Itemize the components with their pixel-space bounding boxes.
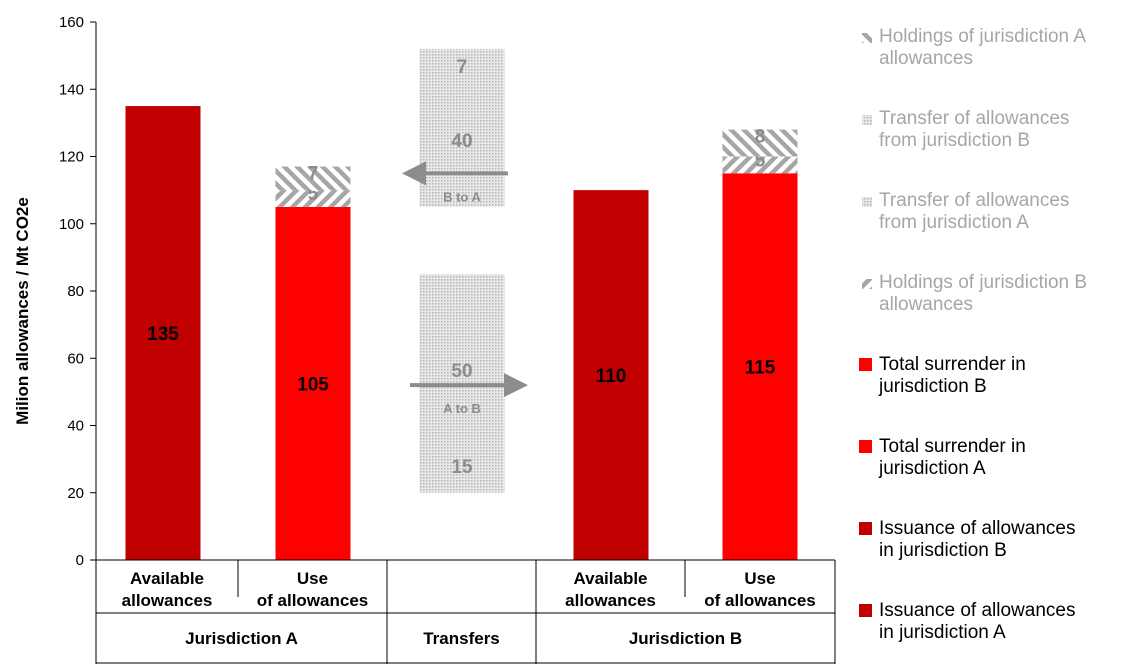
category-label: allowances (565, 591, 656, 610)
legend-label: Total surrender in (879, 436, 1026, 457)
legend-label: from jurisdiction B (879, 130, 1030, 151)
data-label: 40 (451, 131, 472, 152)
y-tick-label: 60 (67, 350, 84, 367)
transfer-block (419, 48, 505, 207)
category-label: Available (130, 569, 204, 588)
category-label: of allowances (704, 591, 815, 610)
data-label: 8 (755, 127, 766, 148)
legend-swatch (859, 604, 872, 617)
bar-segment (125, 106, 201, 560)
group-label: Jurisdiction B (629, 629, 742, 648)
legend-label: in jurisdiction B (879, 540, 1007, 561)
bar-segment (275, 190, 351, 207)
legend-label: Transfer of allowances (879, 108, 1069, 129)
legend-label: Total surrender in (879, 354, 1026, 375)
y-tick-label: 0 (76, 552, 84, 569)
y-tick-label: 160 (59, 14, 84, 31)
legend-label: Issuance of allowances (879, 600, 1075, 621)
legend-label: Issuance of allowances (879, 518, 1075, 539)
y-tick-label: 100 (59, 216, 84, 233)
group-label: Jurisdiction A (185, 629, 298, 648)
data-label: 105 (297, 374, 329, 395)
arrow-label: A to B (443, 401, 481, 416)
category-label: of allowances (257, 591, 368, 610)
legend-swatch (862, 197, 872, 207)
category-label: allowances (122, 591, 213, 610)
data-label: 15 (451, 457, 473, 478)
data-label: 135 (147, 324, 179, 345)
legend-label: jurisdiction B (878, 376, 987, 397)
legend-label: Transfer of allowances (879, 190, 1069, 211)
y-axis-title: Milion allowances / Mt CO2e (13, 197, 32, 425)
data-label: 7 (457, 57, 468, 78)
data-label: 50 (451, 361, 472, 382)
category-label: Use (297, 569, 328, 588)
bar-segment (275, 206, 351, 560)
data-label: 115 (745, 358, 776, 379)
group-label: Transfers (423, 629, 500, 648)
legend-label: jurisdiction A (878, 458, 986, 479)
legend-swatch (859, 522, 872, 535)
legend-label: allowances (879, 294, 973, 315)
data-label: 110 (596, 366, 627, 387)
y-tick-label: 140 (59, 81, 84, 98)
data-label: 5 (308, 184, 319, 205)
bar-segment (722, 173, 798, 560)
legend-label: allowances (879, 48, 973, 69)
data-label: 5 (755, 151, 766, 172)
bar-segment (722, 129, 798, 157)
category-label: Use (744, 569, 775, 588)
legend-swatch (862, 279, 872, 289)
legend-swatch (859, 440, 872, 453)
y-tick-label: 80 (67, 283, 84, 300)
legend-swatch (859, 358, 872, 371)
category-label: Available (573, 569, 647, 588)
arrow-label: B to A (443, 189, 481, 204)
legend-label: in jurisdiction A (879, 622, 1006, 643)
y-tick-label: 40 (67, 418, 84, 435)
legend-swatch (862, 33, 872, 43)
bar-segment (722, 156, 798, 174)
legend-label: Holdings of jurisdiction A (879, 26, 1086, 47)
y-tick-label: 20 (67, 485, 84, 502)
y-tick-label: 120 (59, 149, 84, 166)
bar-segment (275, 166, 351, 191)
legend-label: Holdings of jurisdiction B (879, 272, 1087, 293)
legend-label: from jurisdiction A (879, 212, 1029, 233)
data-label: 7 (308, 164, 319, 185)
legend-swatch (862, 115, 872, 125)
bar-segment (573, 190, 649, 560)
